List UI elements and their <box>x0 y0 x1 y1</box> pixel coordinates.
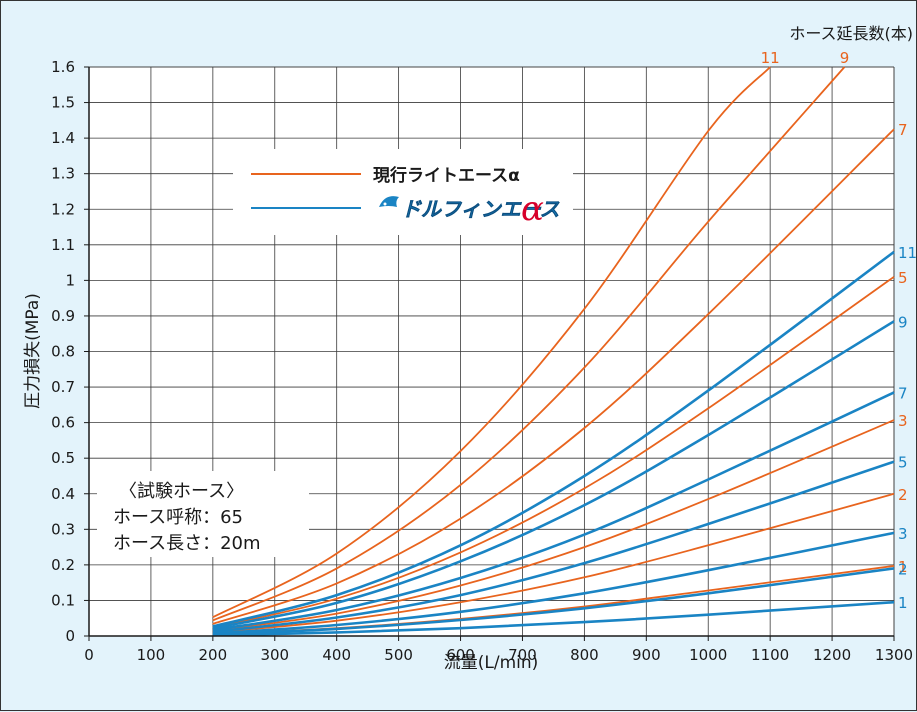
x-tick-label: 100 <box>137 646 166 664</box>
end-label-orange-7: 7 <box>898 121 908 139</box>
end-label-blue-5: 5 <box>898 454 908 472</box>
series-line-orange-7 <box>212 128 895 625</box>
note-box <box>97 471 309 557</box>
y-tick-label: 0.5 <box>51 449 75 467</box>
x-tick-label: 1000 <box>689 646 727 664</box>
y-tick-label: 0.2 <box>51 556 75 574</box>
y-tick-label: 0.8 <box>51 343 75 361</box>
x-tick-label: 1300 <box>875 646 913 664</box>
series-line-blue-7 <box>212 391 895 632</box>
x-ticks: 0 100 200 300 400 500 600 700 800 900 1000 1100 1200… <box>84 636 913 664</box>
x-tick-label: 700 <box>508 646 537 664</box>
x-tick-label: 1200 <box>813 646 851 664</box>
x-tick-label: 300 <box>260 646 289 664</box>
y-tick-label: 1.4 <box>51 129 75 147</box>
y-tick-label: 1.3 <box>51 165 75 183</box>
series-line-orange-2 <box>212 492 895 634</box>
y-tick-label: 1.5 <box>51 94 75 112</box>
end-label-header: ホース延長数(本) <box>789 24 913 43</box>
series-line-blue-1 <box>212 600 895 637</box>
y-tick-label: 0.1 <box>51 591 75 609</box>
series-line-orange-3 <box>212 419 895 632</box>
x-tick-label: 400 <box>322 646 351 664</box>
x-tick-label: 1100 <box>751 646 789 664</box>
y-tick-label: 0.9 <box>51 307 75 325</box>
legend: 現行ライトエースα ドルフィンエース α <box>233 149 573 235</box>
y-tick-label: 1.6 <box>51 58 75 76</box>
series-line-blue-11 <box>212 250 895 628</box>
end-label-blue-3: 3 <box>898 525 908 543</box>
series-line-blue-5 <box>212 460 895 633</box>
end-label-orange-1: 1 <box>898 558 908 576</box>
x-tick-label: 800 <box>570 646 599 664</box>
end-label-orange-2: 2 <box>898 486 908 504</box>
y-tick-label: 0.4 <box>51 485 75 503</box>
test-hose-note: 〈試験ホース〉 ホース呼称：65 ホース長さ：20m <box>97 471 309 557</box>
y-ticks: 0 0.1 0.2 0.3 0.4 0.5 0.6 0.7 0.8 0.9 1 1.1 1.2 1.3 1.… <box>51 58 89 645</box>
end-label-blue-11: 11 <box>898 244 917 262</box>
series-line-blue-9 <box>212 320 895 630</box>
legend-label-current: 現行ライトエースα <box>373 165 520 186</box>
note-hose-length: ホース長さ：20m <box>113 533 261 554</box>
y-tick-label: 1 <box>65 271 75 289</box>
end-label-orange-5: 5 <box>898 269 908 287</box>
end-label-blue-2: 2 <box>898 560 908 578</box>
y-tick-label: 0.7 <box>51 378 75 396</box>
dolphin-logo-icon <box>379 196 399 207</box>
x-tick-label: 500 <box>384 646 413 664</box>
y-tick-label: 0.3 <box>51 520 75 538</box>
end-label-orange-9: 9 <box>840 49 850 67</box>
series-line-blue-2 <box>212 567 895 636</box>
series-line-blue-3 <box>212 531 895 635</box>
series-lines <box>212 66 895 637</box>
y-axis-title: 圧力損失(MPa) <box>23 293 43 409</box>
end-label-blue-9: 9 <box>898 313 908 331</box>
end-label-orange-11: 11 <box>761 49 780 67</box>
legend-label-dolphin-alpha: α <box>521 189 544 229</box>
end-label-orange-3: 3 <box>898 412 908 430</box>
series-line-orange-5 <box>212 276 895 629</box>
series-line-orange-9 <box>212 66 846 622</box>
y-tick-label: 1.1 <box>51 236 75 254</box>
x-tick-label: 600 <box>446 646 475 664</box>
legend-label-dolphin: ドルフィンエース <box>401 197 560 221</box>
x-tick-label: 200 <box>199 646 228 664</box>
legend-box <box>233 149 573 235</box>
note-hose-size: ホース呼称：65 <box>113 507 243 528</box>
x-tick-label: 900 <box>632 646 661 664</box>
x-tick-label: 0 <box>84 646 94 664</box>
x-axis-title: 流量(L/min) <box>444 653 539 673</box>
note-title: 〈試験ホース〉 <box>119 481 244 502</box>
end-label-blue-7: 7 <box>898 384 908 402</box>
y-tick-label: 0.6 <box>51 414 75 432</box>
series-line-orange-11 <box>212 66 771 618</box>
y-tick-label: 0 <box>65 627 75 645</box>
end-label-blue-1: 1 <box>898 594 908 612</box>
y-tick-label: 1.2 <box>51 200 75 218</box>
